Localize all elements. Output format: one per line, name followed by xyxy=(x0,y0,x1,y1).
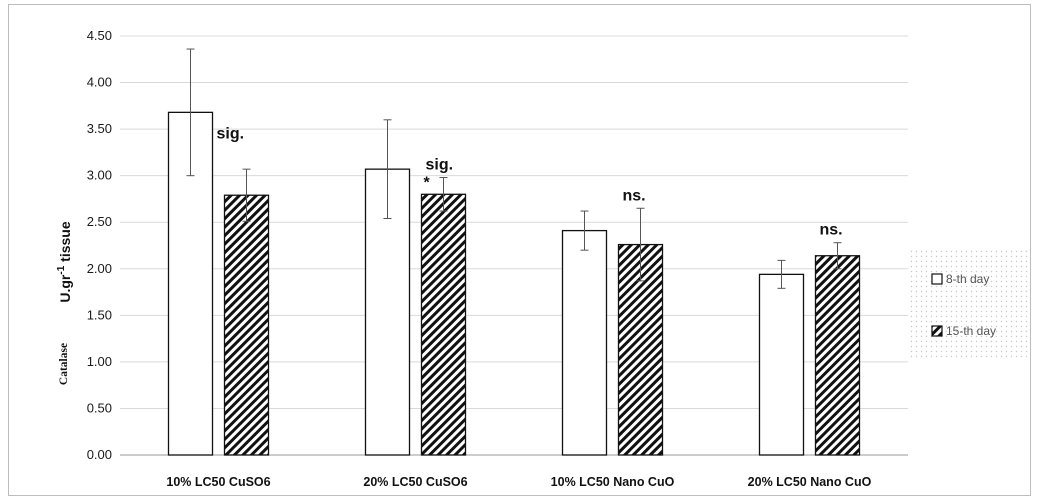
category-label: 10% LC50 Nano CuO xyxy=(551,475,675,489)
y-tick-label: 1.00 xyxy=(87,354,112,369)
legend-swatch-15th-day xyxy=(931,325,943,337)
bar-15th-day xyxy=(420,193,467,456)
bar-15th-day xyxy=(223,194,270,456)
category-label: 20% LC50 Nano CuO xyxy=(748,475,872,489)
category-label: 20% LC50 CuSO6 xyxy=(363,475,467,489)
bar-8th-day xyxy=(758,273,805,456)
asterisk-label: * xyxy=(424,175,431,192)
y-tick-label: 2.00 xyxy=(87,261,112,276)
bars xyxy=(167,111,861,456)
bar-15th-day xyxy=(814,255,861,456)
y-tick-label: 0.00 xyxy=(87,447,112,462)
legend-swatch-8th-day xyxy=(931,273,943,285)
y-tick-label: 1.50 xyxy=(87,307,112,322)
legend-label-15th-day: 15-th day xyxy=(946,324,996,338)
y-axis-label-suffix: tissue xyxy=(57,221,73,266)
y-tick-labels: 0.00 0.50 1.00 1.50 2.00 2.50 3.00 3.50 4.00 4.50 xyxy=(87,28,112,462)
error-bars xyxy=(186,48,842,289)
significance-label: sig. xyxy=(217,125,245,142)
y-axis-label-sup: -1 xyxy=(56,265,67,274)
y-tick-label: 2.50 xyxy=(87,214,112,229)
legend-box xyxy=(909,248,1029,358)
y-axis-label: U.gr-1 tissue xyxy=(56,221,73,302)
chart-frame xyxy=(8,4,1031,496)
category-label: 10% LC50 CuSO6 xyxy=(166,475,270,489)
significance-label: ns. xyxy=(623,187,646,204)
legend-label-8th-day: 8-th day xyxy=(946,272,989,286)
y-tick-label: 0.50 xyxy=(87,400,112,415)
annotations: sig.sig.*ns.ns. xyxy=(217,125,843,238)
significance-label: sig. xyxy=(426,157,454,174)
bar-8th-day xyxy=(561,229,608,456)
y-tick-label: 4.50 xyxy=(87,28,112,43)
y-tick-label: 3.50 xyxy=(87,121,112,136)
y-tick-label: 4.00 xyxy=(87,75,112,90)
y-tick-label: 3.00 xyxy=(87,168,112,183)
y-axis-label-unit: U.gr xyxy=(57,274,73,303)
y-axis-label-prefix: Catalase xyxy=(58,343,70,385)
category-labels: 10% LC50 CuSO6 20% LC50 CuSO6 10% LC50 Nan… xyxy=(166,475,871,489)
significance-label: ns. xyxy=(820,222,843,239)
legend: 8-th day 15-th day xyxy=(909,248,1029,358)
